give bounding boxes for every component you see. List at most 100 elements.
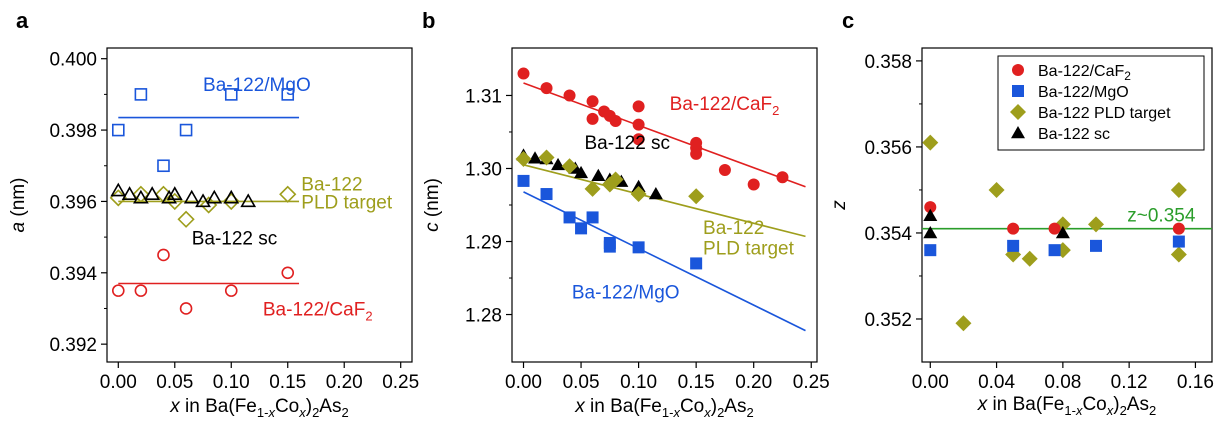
data-point: [586, 211, 599, 224]
x-axis-var: x: [574, 396, 586, 417]
data-point: [923, 225, 938, 239]
annotation-sub: 2: [365, 309, 372, 324]
data-point: [1172, 235, 1185, 248]
fit-line: [523, 164, 806, 238]
data-point: [648, 187, 663, 200]
panel-b: b 0.00 0.05 0.10 0.15 0.20 0.25 1.28 1.29 1.30 1.3…: [422, 8, 830, 420]
data-point: [133, 189, 149, 204]
series-annotation: Ba-122/CaF2: [263, 300, 373, 324]
x-axis-sub-var: x: [267, 405, 275, 420]
plot-area: [109, 88, 300, 315]
data-point: [607, 171, 624, 188]
data-point: [574, 165, 589, 179]
y-tick-label: 1.30: [465, 159, 502, 180]
data-point: [575, 222, 588, 235]
data-point: [776, 171, 789, 184]
data-point: [134, 284, 148, 297]
data-point: [690, 257, 703, 270]
series-annotation: Ba-122 sc: [192, 228, 278, 249]
data-point: [121, 186, 138, 200]
data-point: [1007, 222, 1020, 235]
annotation-text: PLD target: [703, 239, 795, 260]
data-point: [563, 211, 576, 224]
legend-label: Ba-122/CaF2: [1038, 63, 1131, 83]
y-tick-label: 0.358: [864, 52, 912, 73]
annotation-text: Ba-122/CaF: [263, 300, 365, 321]
data-point: [561, 158, 578, 175]
x-axis-sub: 2: [312, 405, 319, 420]
y-axis-var: z: [829, 200, 850, 211]
series-annotation: PLD target: [703, 239, 795, 260]
data-point: [1048, 222, 1061, 235]
data-point: [279, 185, 297, 203]
x-axis-title: x in Ba(Fe1-xCox)2As2: [169, 396, 348, 420]
plot-area: [515, 67, 806, 332]
annotation-text: Ba-122: [703, 218, 764, 239]
data-point: [632, 133, 645, 146]
reference-line-label: z~0.354: [1127, 206, 1196, 227]
x-axis-text: ): [306, 396, 312, 417]
y-tick-label: 1.31: [465, 86, 502, 107]
x-axis-text: Co: [275, 396, 299, 417]
legend-text: Ba-122 sc: [1038, 126, 1110, 143]
x-tick-label: 0.00: [505, 372, 542, 393]
data-point: [111, 123, 125, 137]
x-axis-text: in Ba(Fe: [180, 396, 257, 417]
data-point: [632, 241, 645, 254]
series-annotation: Ba-122 sc: [585, 133, 671, 154]
legend-label: Ba-122 PLD target: [1038, 105, 1171, 122]
x-axis-sub: 2: [717, 405, 724, 420]
x-tick-label: 0.12: [1111, 372, 1148, 393]
x-tick-label: 0.16: [1177, 372, 1214, 393]
plot-frame: [921, 47, 1213, 363]
data-point: [1090, 239, 1102, 252]
data-point: [183, 189, 200, 204]
x-axis-sub-var: x: [298, 405, 306, 420]
data-point: [923, 208, 938, 222]
series: [923, 208, 1070, 239]
x-tick-label: 0.10: [213, 372, 250, 393]
y-tick-label: 0.352: [864, 310, 912, 331]
data-point: [177, 210, 195, 228]
legend-marker: [1012, 64, 1024, 76]
data-point: [690, 147, 703, 160]
data-point: [584, 180, 601, 197]
legend-marker: [1011, 126, 1025, 139]
x-axis-text: ): [1113, 394, 1119, 415]
annotation-text: PLD target: [301, 193, 393, 214]
legend-text: Ba-122 PLD target: [1038, 105, 1171, 122]
y-axis-text: (nm): [422, 178, 443, 222]
x-axis-text: As: [319, 396, 341, 417]
legend-text: Ba-122/CaF: [1038, 63, 1124, 80]
series-annotation: Ba-122/MgO: [203, 75, 311, 96]
series: [515, 149, 705, 205]
x-tick-label: 0.15: [678, 372, 715, 393]
data-point: [955, 315, 972, 332]
data-point: [195, 193, 211, 208]
data-point: [206, 189, 223, 204]
y-axis-var: c: [422, 222, 443, 232]
data-point: [591, 168, 606, 182]
data-point: [551, 157, 566, 171]
x-axis-sub: 2: [1149, 403, 1156, 418]
data-point: [179, 123, 193, 137]
data-point: [586, 95, 599, 108]
x-axis-sub-var: x: [1106, 403, 1114, 418]
data-point: [161, 189, 178, 204]
series: [517, 174, 703, 270]
series: [111, 88, 295, 173]
x-tick-label: 0.25: [793, 372, 830, 393]
series: [924, 235, 1185, 257]
y-axis-var: a: [8, 222, 29, 233]
data-point: [1088, 216, 1104, 233]
x-axis-sub: 2: [746, 405, 753, 420]
data-point: [110, 182, 127, 197]
data-point: [157, 159, 170, 173]
y-tick-label: 0.392: [49, 335, 97, 356]
annotation-text: Ba-122/MgO: [203, 75, 311, 96]
series-annotation: Ba-122: [301, 175, 362, 196]
data-point: [224, 284, 238, 297]
data-point: [528, 151, 543, 164]
x-axis-text: Co: [680, 396, 704, 417]
